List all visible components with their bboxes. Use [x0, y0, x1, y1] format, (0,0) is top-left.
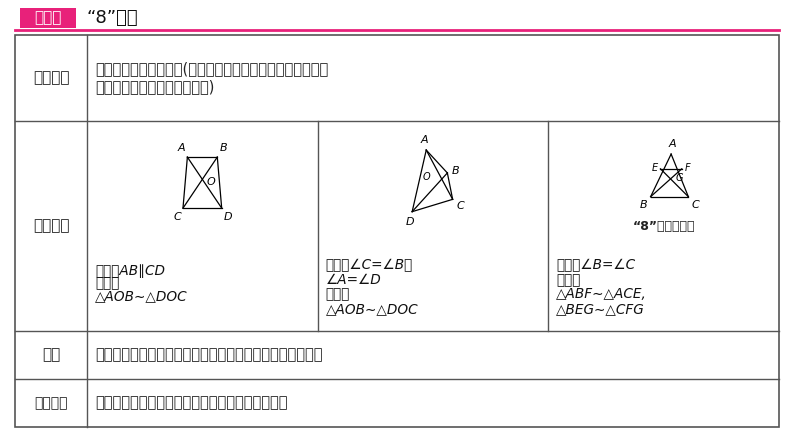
Text: △AOB∼△DOC: △AOB∼△DOC [95, 290, 187, 304]
Text: B: B [640, 200, 648, 210]
Text: C: C [692, 200, 699, 210]
Text: △AOB∼△DOC: △AOB∼△DOC [326, 302, 418, 316]
Text: 结论：: 结论： [557, 273, 580, 287]
Text: D: D [406, 217, 414, 227]
Text: 两个三角形有一个公共顶点，且夹这个角的两边互为延长线: 两个三角形有一个公共顶点，且夹这个角的两边互为延长线 [95, 347, 322, 363]
Text: G: G [675, 173, 683, 183]
Text: 再证另一组对角相等或夹这个角的两边对应成比例: 再证另一组对角相等或夹这个角的两边对应成比例 [95, 396, 287, 410]
Text: 证明过程: 证明过程 [34, 396, 67, 410]
Text: “8”字型的变形: “8”字型的变形 [632, 219, 695, 232]
Text: 衍生模型: 衍生模型 [33, 219, 69, 233]
Text: △BEG∼△CFG: △BEG∼△CFG [557, 302, 645, 316]
Text: F: F [684, 163, 691, 173]
Text: 且夹角相等的两个三角形相似): 且夹角相等的两个三角形相似) [95, 80, 214, 94]
Text: △ABF∼△ACE,: △ABF∼△ACE, [557, 287, 647, 301]
Text: A: A [421, 135, 428, 145]
Text: “8”字型: “8”字型 [86, 9, 137, 27]
Text: C: C [457, 201, 464, 211]
Text: 类型依据: 类型依据 [33, 71, 69, 85]
Text: 条件：∠B=∠C: 条件：∠B=∠C [557, 258, 635, 273]
Text: ∠A=∠D: ∠A=∠D [326, 273, 381, 287]
Text: 条件：AB∥CD: 条件：AB∥CD [95, 263, 165, 278]
Text: C: C [173, 212, 181, 222]
Text: 结论：: 结论： [326, 287, 350, 301]
Bar [20, 8, 76, 28]
Text: 结论：: 结论： [95, 277, 119, 291]
Text: A: A [178, 143, 185, 153]
Text: 条件：∠C=∠B或: 条件：∠C=∠B或 [326, 258, 413, 273]
Text: A: A [669, 139, 676, 149]
Text: B: B [219, 143, 227, 153]
Bar [15, 35, 779, 427]
Text: B: B [451, 166, 459, 176]
Text: 相似三角形的判定定理(有两个角对应相等或两边对应成比例: 相似三角形的判定定理(有两个角对应相等或两边对应成比例 [95, 62, 328, 76]
Text: E: E [651, 163, 657, 173]
Text: 模型二: 模型二 [34, 10, 62, 25]
Text: D: D [224, 212, 233, 222]
Text: O: O [206, 177, 215, 187]
Text: O: O [422, 172, 430, 182]
Text: 特征: 特征 [42, 347, 60, 363]
